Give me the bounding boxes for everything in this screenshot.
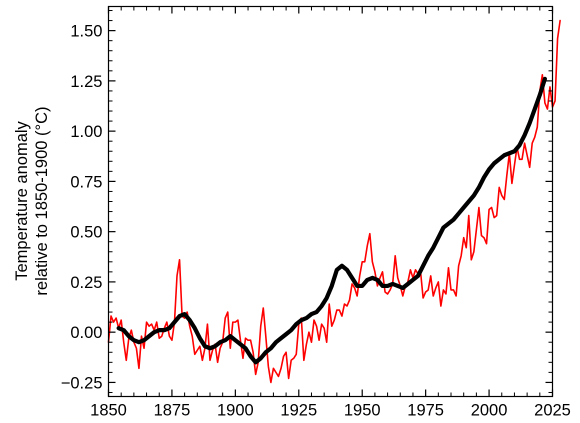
y-tick-label: 0.00 — [70, 324, 102, 342]
x-tick-label: 1950 — [344, 402, 381, 420]
y-tick-label: 0.25 — [70, 274, 102, 292]
x-tick-label: 2000 — [471, 402, 508, 420]
y-axis-label-line2: relative to 1850-1900 (°C) — [33, 106, 51, 295]
y-tick-label: 1.25 — [70, 73, 102, 91]
y-axis-label-line1: Temperature anomaly — [13, 120, 31, 280]
x-tick-label: 1850 — [90, 402, 127, 420]
y-tick-label: 0.75 — [70, 173, 102, 191]
smoothed-series-line — [116, 76, 547, 365]
x-tick-label: 1875 — [154, 402, 191, 420]
x-tick-label: 1975 — [407, 402, 444, 420]
annual-series-line — [107, 19, 561, 384]
y-tick-label: 0.50 — [70, 224, 102, 242]
y-tick-label: 1.50 — [70, 23, 102, 41]
x-tick-label: 1925 — [280, 402, 317, 420]
y-tick-label: −0.25 — [61, 374, 103, 392]
y-tick-label: 1.00 — [70, 123, 102, 141]
x-tick-label: 2025 — [534, 402, 571, 420]
x-tick-label: 1900 — [217, 402, 254, 420]
